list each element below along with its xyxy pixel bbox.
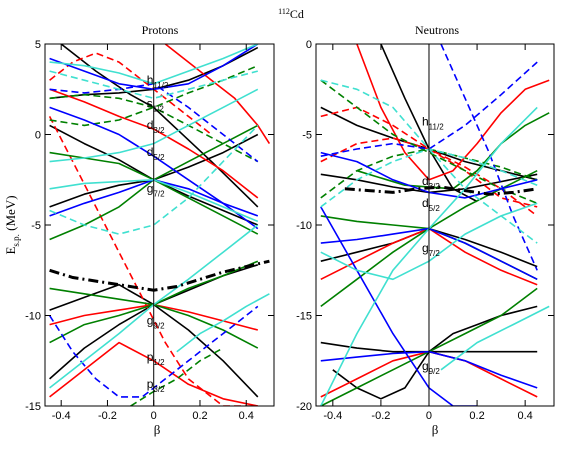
protons-y-tick-label: 0 <box>35 130 41 142</box>
protons-panel-title: Protons <box>142 23 179 37</box>
protons-y-tick-label: -15 <box>25 401 41 413</box>
protons-y-tick-label: 5 <box>35 39 41 51</box>
neutrons-orbital-label: g7/2 <box>422 241 440 258</box>
protons-orbital-label: d3/2 <box>147 118 165 135</box>
protons-level-line-18 <box>130 347 224 406</box>
neutrons-orbital-label: h11/2 <box>422 114 444 131</box>
neutrons-x-tick-label: -0.2 <box>371 410 390 422</box>
neutrons-panel-title: Neutrons <box>415 23 459 37</box>
protons-orbital-label: p3/2 <box>147 377 165 394</box>
neutrons-y-tick-label: -5 <box>302 130 312 142</box>
protons-x-tick-label: 0.2 <box>192 410 207 422</box>
protons-level-line-30 <box>49 124 259 235</box>
protons-panel: Protons β Es.p. (MeV) -0.4 -0.2 0 0.2 0.4 -15… <box>3 23 275 437</box>
neutrons-level-line-25 <box>440 305 550 371</box>
neutrons-level-line-19 <box>320 206 478 406</box>
protons-plot-area <box>48 44 271 406</box>
neutrons-x-tick-label: 0.2 <box>469 410 484 422</box>
protons-orbital-label: h11/2 <box>147 73 169 90</box>
protons-level-line-11 <box>48 116 258 406</box>
neutrons-x-tick-label: -0.4 <box>323 410 342 422</box>
protons-orbital-label: s1/2 <box>147 96 165 113</box>
neutrons-level-line-6 <box>356 44 550 181</box>
neutrons-plot-area <box>320 44 550 406</box>
neutrons-y-tick-label: -20 <box>296 401 312 413</box>
protons-x-tick-label: 0 <box>151 410 157 422</box>
figure-title: 112Cd <box>278 7 304 21</box>
neutrons-level-line-14 <box>356 112 550 190</box>
protons-level-line-9 <box>164 44 271 145</box>
protons-x-tick-label: -0.4 <box>52 410 71 422</box>
protons-x-tick-label: -0.2 <box>98 410 117 422</box>
protons-level-line-28 <box>176 293 270 353</box>
protons-orbital-label: g7/2 <box>147 181 165 198</box>
protons-y-tick-label: -5 <box>31 220 41 232</box>
neutrons-orbital-label: d3/2 <box>422 174 440 191</box>
protons-y-axis-label: Es.p. (MeV) <box>3 195 21 254</box>
neutrons-level-line-16 <box>320 148 538 199</box>
protons-orbital-label: p1/2 <box>147 350 165 367</box>
neutrons-level-line-21 <box>320 61 538 157</box>
neutrons-orbital-label: d5/2 <box>422 196 440 213</box>
neutrons-y-tick-label: -15 <box>296 311 312 323</box>
neutrons-x-tick-label: 0.4 <box>518 410 533 422</box>
protons-orbital-label: g9/2 <box>147 314 165 331</box>
protons-orbital-label: d5/2 <box>147 145 165 162</box>
protons-fermi-level-line <box>49 259 270 292</box>
neutrons-fermi-level-line <box>344 185 538 196</box>
neutrons-panel: Neutrons β -0.4 -0.2 0 0.2 0.4 -20 -15 -10 -5 0 h1… <box>296 23 555 437</box>
neutrons-x-axis-label: β <box>432 422 439 437</box>
neutrons-y-tick-label: -10 <box>296 220 312 232</box>
neutrons-y-tick-label: 0 <box>306 39 312 51</box>
neutrons-orbital-label: g9/2 <box>422 359 440 376</box>
neutrons-x-tick-label: 0 <box>426 410 432 422</box>
protons-x-tick-label: 0.4 <box>239 410 254 422</box>
protons-x-axis-label: β <box>154 422 161 437</box>
protons-level-line-10 <box>49 52 212 136</box>
protons-level-line-29 <box>49 70 259 100</box>
neutrons-level-line-22 <box>440 44 538 271</box>
protons-y-tick-label: -10 <box>25 311 41 323</box>
